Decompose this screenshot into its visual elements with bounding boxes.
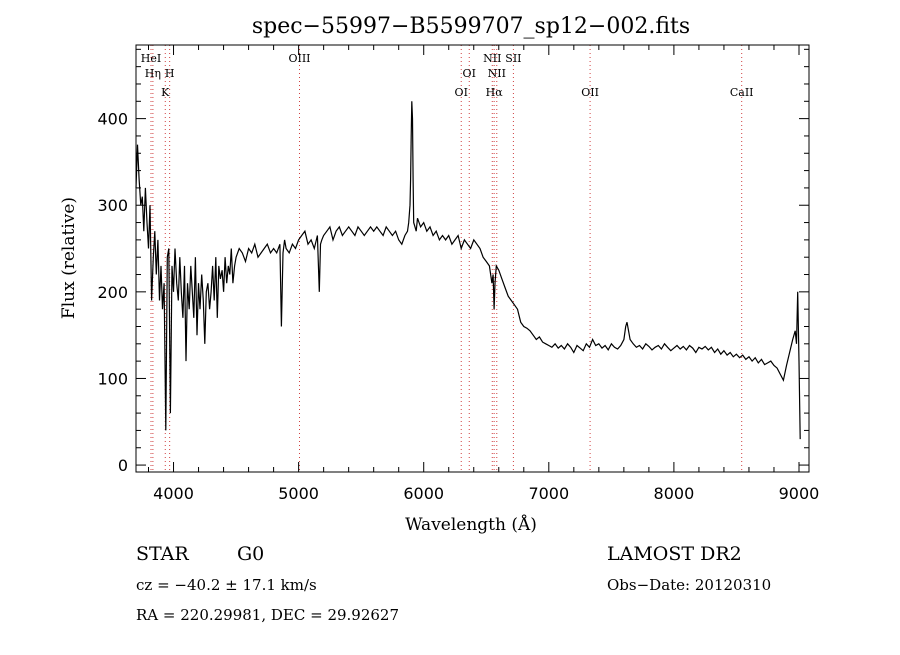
spectral-line-label: OIII (288, 52, 310, 65)
object-class: STAR (136, 543, 189, 565)
spectral-line-label: Hα (486, 86, 504, 99)
y-tick-label: 100 (97, 369, 128, 388)
object-subclass: G0 (237, 543, 264, 565)
spectral-line-label: K (161, 86, 170, 99)
x-tick-label: 5000 (278, 484, 319, 503)
chart-title: spec−55997−B5599707_sp12−002.fits (252, 14, 690, 39)
spectral-line-label: NII (488, 67, 506, 80)
y-tick-label: 200 (97, 283, 128, 302)
redshift-cz: cz = −40.2 ± 17.1 km/s (136, 576, 317, 594)
y-axis-label: Flux (relative) (59, 197, 79, 319)
spectral-line-label: HeI (141, 52, 161, 65)
spectral-line-label: NII (483, 52, 501, 65)
coordinates: RA = 220.29981, DEC = 29.92627 (136, 606, 399, 624)
spectral-line-label: SII (505, 52, 521, 65)
x-tick-label: 8000 (654, 484, 695, 503)
x-tick-label: 4000 (153, 484, 194, 503)
spectral-line-label: OI (455, 86, 468, 99)
spectral-line-label: OI (463, 67, 476, 80)
observation-date: Obs−Date: 20120310 (607, 576, 771, 594)
spectral-line-label: H (165, 67, 175, 80)
spectral-line-markers (150, 45, 743, 472)
spectral-line-label: Hη (145, 67, 161, 80)
spectral-line-label: OII (581, 86, 599, 99)
y-tick-label: 0 (118, 456, 128, 475)
x-tick-label: 6000 (403, 484, 444, 503)
survey-name: LAMOST DR2 (607, 543, 742, 565)
x-tick-label: 7000 (528, 484, 569, 503)
y-axis-ticks: 0 100 200 300 400 (97, 48, 809, 475)
spectral-line-label: CaII (730, 86, 754, 99)
y-tick-label: 400 (97, 110, 128, 129)
x-axis-ticks: 4000 5000 6000 7000 8000 9000 (148, 45, 820, 503)
plot-frame (135, 44, 810, 473)
y-tick-label: 300 (97, 196, 128, 215)
spectrum-series-line (135, 101, 801, 440)
x-tick-label: 9000 (779, 484, 820, 503)
x-axis-label: Wavelength (Å) (405, 514, 537, 535)
